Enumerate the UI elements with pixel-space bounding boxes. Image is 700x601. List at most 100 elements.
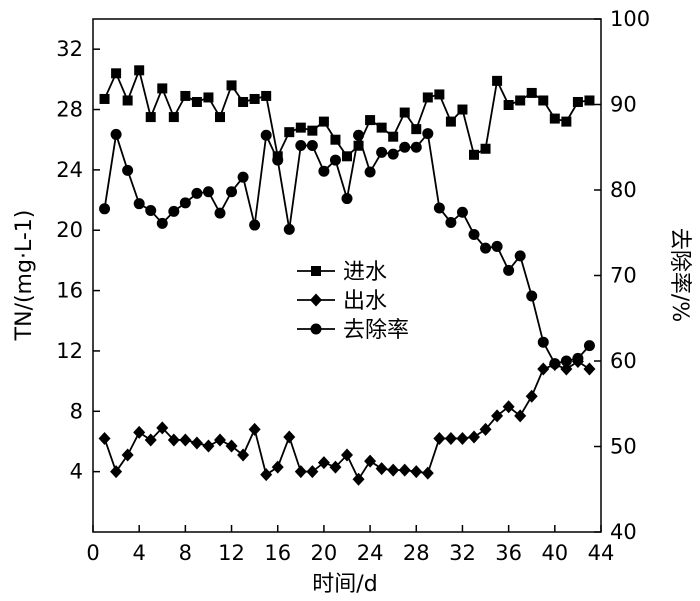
data-point-outflow <box>479 422 492 436</box>
data-point-removal-rate <box>583 340 595 352</box>
data-point-outflow <box>156 421 169 435</box>
data-point-outflow <box>341 448 353 462</box>
data-point-outflow <box>121 448 134 462</box>
data-point-inflow <box>215 112 225 123</box>
data-point-removal-rate <box>145 205 157 217</box>
y-right-tick-label: 70 <box>610 264 637 288</box>
data-point-outflow <box>98 431 111 445</box>
x-tick-label: 16 <box>264 541 291 565</box>
y-right-tick-label: 50 <box>610 435 637 459</box>
legend-marker-diamond <box>310 293 322 307</box>
data-point-inflow <box>353 140 364 151</box>
data-point-inflow <box>168 112 179 123</box>
data-point-removal-rate <box>468 228 480 240</box>
data-point-inflow <box>561 116 572 127</box>
data-point-removal-rate <box>249 219 261 231</box>
data-point-removal-rate <box>537 336 549 348</box>
data-point-outflow <box>237 448 250 462</box>
data-point-outflow <box>317 456 330 470</box>
data-point-inflow <box>399 107 410 118</box>
data-point-outflow <box>133 425 146 439</box>
data-point-removal-rate <box>376 146 388 158</box>
y-axis-left-label: TN/(mg·L-1) <box>12 210 37 342</box>
data-point-removal-rate <box>399 141 411 153</box>
data-point-inflow <box>342 151 352 162</box>
data-point-outflow <box>410 465 423 479</box>
data-point-outflow <box>514 409 527 423</box>
data-point-removal-rate <box>306 140 318 152</box>
data-point-outflow <box>248 422 261 436</box>
data-point-outflow <box>398 463 411 477</box>
data-point-removal-rate <box>572 352 584 364</box>
x-tick-label: 4 <box>132 541 145 565</box>
data-point-removal-rate <box>503 264 515 276</box>
data-point-inflow <box>284 127 295 138</box>
data-point-removal-rate <box>168 205 180 217</box>
data-point-outflow <box>525 389 538 403</box>
data-point-outflow <box>225 439 238 453</box>
x-axis-label: 时间/d <box>312 572 377 597</box>
data-point-inflow <box>388 131 399 142</box>
data-point-removal-rate <box>433 202 445 214</box>
data-point-inflow <box>411 124 422 135</box>
data-point-inflow <box>457 104 468 115</box>
data-point-outflow <box>444 431 457 445</box>
data-point-inflow <box>480 143 491 154</box>
data-point-removal-rate <box>156 217 168 229</box>
data-point-removal-rate <box>110 128 122 140</box>
data-point-inflow <box>111 68 122 79</box>
data-point-removal-rate <box>272 154 284 166</box>
data-point-inflow <box>515 95 526 106</box>
data-point-outflow <box>387 463 400 477</box>
legend-marker-square <box>311 266 321 276</box>
data-point-inflow <box>503 100 514 111</box>
data-point-inflow <box>572 96 583 107</box>
data-point-outflow <box>433 431 446 445</box>
series-outflow <box>98 355 596 486</box>
data-point-outflow <box>375 462 388 476</box>
data-point-removal-rate <box>387 148 399 160</box>
x-tick-label: 44 <box>588 541 615 565</box>
data-point-inflow <box>584 95 595 106</box>
data-point-removal-rate <box>237 171 249 183</box>
y-left-tick-label: 32 <box>56 37 83 61</box>
legend-item-inflow: 进水 <box>297 260 387 285</box>
data-point-removal-rate <box>491 240 503 252</box>
x-tick-label: 20 <box>311 541 338 565</box>
data-point-removal-rate <box>422 128 434 140</box>
data-point-inflow <box>307 125 318 136</box>
y-right-tick-label: 100 <box>610 7 650 31</box>
data-point-outflow <box>110 465 123 479</box>
data-point-outflow <box>271 460 284 474</box>
data-point-inflow <box>295 122 306 133</box>
series-removal-rate <box>99 128 595 370</box>
y-right-tick-label: 90 <box>610 93 637 117</box>
y-left-tick-label: 20 <box>56 218 83 242</box>
y-left-tick-label: 28 <box>56 98 83 122</box>
legend-label: 去除率 <box>343 318 409 343</box>
data-point-removal-rate <box>295 140 307 152</box>
data-point-outflow <box>364 454 377 468</box>
data-point-inflow <box>191 96 202 107</box>
data-point-inflow <box>238 96 249 107</box>
data-point-removal-rate <box>202 186 214 198</box>
legend-label: 进水 <box>343 260 387 285</box>
y-axis-right-label: 去除率/% <box>667 228 692 322</box>
data-point-outflow <box>583 362 596 376</box>
data-point-inflow <box>492 75 503 86</box>
y-left-tick-label: 4 <box>70 460 83 484</box>
data-point-outflow <box>306 465 319 479</box>
x-tick-label: 24 <box>357 541 384 565</box>
data-point-outflow <box>283 430 296 444</box>
data-point-removal-rate <box>410 141 422 153</box>
data-point-inflow <box>318 116 329 127</box>
data-point-inflow <box>261 90 272 101</box>
data-point-inflow <box>99 93 110 104</box>
data-point-inflow <box>434 89 445 100</box>
data-point-outflow <box>468 430 480 444</box>
data-point-removal-rate <box>318 165 330 177</box>
data-point-inflow <box>549 113 560 124</box>
data-point-removal-rate <box>526 290 538 302</box>
data-point-outflow <box>491 409 504 423</box>
